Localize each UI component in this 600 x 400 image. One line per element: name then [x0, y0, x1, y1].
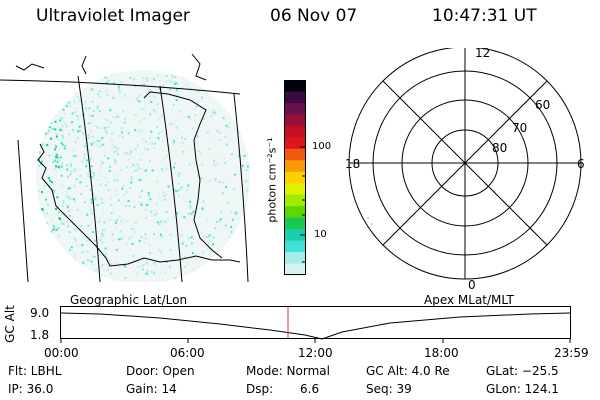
status-glon: GLon: 124.1: [486, 382, 559, 396]
observation-date: 06 Nov 07: [270, 6, 358, 26]
geographic-image-map: [0, 53, 250, 282]
status-door: Door: Open: [126, 364, 195, 378]
altitude-tick-high: 9.0: [30, 306, 50, 320]
time-tick-2359: 23:59: [554, 346, 589, 360]
time-tick-0000: 00:00: [44, 346, 79, 360]
altitude-tick-low: 1.8: [30, 328, 50, 342]
status-ip: IP: 36.0: [8, 382, 54, 396]
altitude-curve: [60, 312, 571, 340]
intensity-colorbar: [284, 80, 306, 276]
altitude-timeline-plot: [60, 306, 571, 343]
observation-time: 10:47:31 UT: [432, 6, 537, 26]
timeline-right-title: Apex MLat/MLT: [424, 293, 514, 307]
coastline-outline: [15, 53, 241, 267]
timeline-left-title: Geographic Lat/Lon: [70, 293, 188, 307]
status-glat: GLat: −25.5: [486, 364, 559, 378]
mlat-label-60: 60: [535, 98, 551, 112]
colorbar-tick-10: 10: [314, 229, 327, 240]
mlt-label-18: 18: [345, 157, 361, 171]
status-dsp-value: 6.6: [300, 382, 320, 396]
lat-lon-grid: [0, 75, 249, 282]
status-dsp-label: Dsp:: [246, 382, 274, 396]
colorbar-tick-100: 100: [312, 141, 332, 152]
status-gain: Gain: 14: [126, 382, 177, 396]
mlt-label-6: 6: [577, 157, 585, 171]
altitude-axis-label: GC Alt: [3, 305, 17, 343]
time-tick-1200: 12:00: [298, 346, 333, 360]
mlat-label-70: 70: [512, 121, 528, 135]
status-gc-altitude: GC Alt: 4.0 Re: [366, 364, 450, 378]
status-filter: Flt: LBHL: [8, 364, 62, 378]
polar-mlat-mlt-plot: [348, 48, 582, 280]
mlat-label-80: 80: [492, 141, 508, 155]
status-mode: Mode: Normal: [246, 364, 330, 378]
mlt-label-12: 12: [475, 46, 491, 60]
mlt-label-0: 0: [468, 278, 476, 292]
polar-diagonal-2: [382, 80, 548, 246]
status-seq: Seq: 39: [366, 382, 412, 396]
time-tick-1800: 18:00: [424, 346, 459, 360]
time-tick-0600: 06:00: [170, 346, 205, 360]
colorbar-unit-label: photon cm⁻²s⁻¹: [265, 137, 279, 223]
instrument-title: Ultraviolet Imager: [36, 6, 190, 26]
